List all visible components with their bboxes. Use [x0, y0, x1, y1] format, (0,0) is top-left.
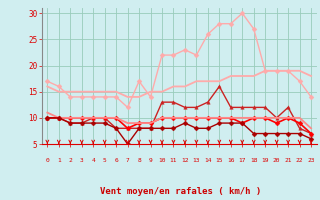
- Text: Vent moyen/en rafales ( km/h ): Vent moyen/en rafales ( km/h ): [100, 187, 261, 196]
